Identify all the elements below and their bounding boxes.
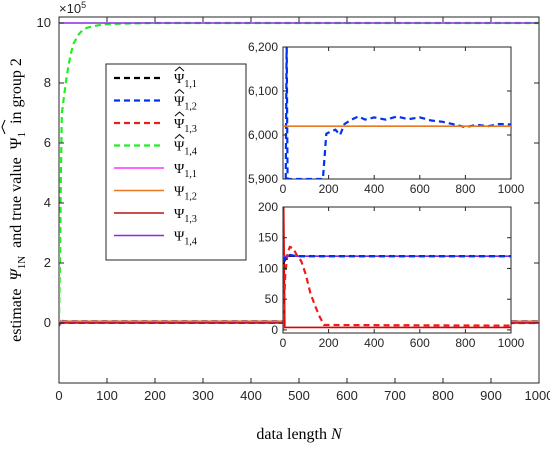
inset-bottom-axes: 0 200 400 600 800 1000 0 50 100 150 200 [258,200,525,350]
inset-bottom-x-tick-label: 1000 [498,336,525,350]
main-y-tick-label: 0 [44,315,51,330]
legend-entry-5: Ψ1,2 [174,185,197,203]
legend-hat-icon [174,66,185,72]
legend-entry-1: Ψ1,2 [174,95,197,113]
legend-entry-6: Ψ1,3 [174,207,197,225]
y-axis-label-hat-icon [1,119,6,135]
inset-bottom-x-tick-label: 800 [455,336,475,350]
inset-bottom-y-tick-label: 150 [258,231,278,245]
inset-bottom-x-tick-label: 200 [319,336,339,350]
inset-top-axes: 0 200 400 600 800 1000 5,900 6,000 6,100 6,200 [248,40,525,196]
main-x-tick-label: 400 [240,388,262,403]
inset-bottom-y-tick-label: 100 [258,261,278,275]
main-y-tick-label: 4 [44,195,51,210]
x-axis-label: data length N [256,426,343,443]
main-x-tick-label: 500 [288,388,310,403]
legend-box [105,63,247,261]
inset-top-series-group [283,47,511,179]
inset-top-y-tick-label: 5,900 [248,172,278,186]
inset-top-series-line-0 [284,47,511,179]
main-x-tick-label: 800 [432,388,454,403]
inset-bottom-y-tick-label: 200 [258,200,278,214]
main-x-tick-label: 900 [480,388,502,403]
main-x-tick-label: 300 [192,388,214,403]
legend-hat-icon [174,111,185,117]
inset-top-y-tick-label: 6,100 [248,84,278,98]
legend-hat-icon [174,133,185,139]
inset-bottom-y-tick-label: 50 [265,292,279,306]
inset-top-y-tick-label: 6,000 [248,128,278,142]
y-axis-label: estimate Ψ1N and true value Ψ1 in group … [8,58,29,342]
main-x-tick-label: 200 [144,388,166,403]
inset-top-x-tick-label: 200 [319,182,339,196]
inset-top-frame [282,46,512,180]
inset-top-x-tick-label: 400 [364,182,384,196]
y-multiplier-label: ×105 [59,0,86,16]
main-y-tick-label: 8 [44,75,51,90]
main-x-tick-label: 600 [336,388,358,403]
inset-top-x-tick-label: 600 [410,182,430,196]
main-y-tick-label: 6 [44,135,51,150]
inset-bottom-x-tick-label: 600 [410,336,430,350]
inset-top-x-tick-label: 1000 [498,182,525,196]
legend-entry-2: Ψ1,3 [174,117,197,135]
main-series-line-3 [59,21,539,324]
svg-text:estimate Ψ1N and t: estimate Ψ1N and true value Ψ1 in group … [8,58,29,342]
inset-bottom-series-line-4 [283,253,511,263]
legend-entry-3: Ψ1,4 [174,140,197,158]
main-x-tick-label: 1000 [525,388,550,403]
legend: Ψ1,1 Ψ1,2 Ψ1,3 Ψ1,4 Ψ1,1 Ψ1,2 Ψ1,3 Ψ1,4 [105,63,247,261]
inset-top-y-tick-label: 6,200 [248,40,278,54]
legend-hat-icon [174,88,185,94]
main-x-tick-label: 100 [96,388,118,403]
main-x-tick-label: 700 [384,388,406,403]
main-x-tick-label: 0 [55,388,62,403]
main-y-tick-label: 2 [44,255,51,270]
inset-bottom-x-tick-label: 400 [364,336,384,350]
legend-entry-4: Ψ1,1 [174,162,197,180]
inset-top-x-tick-label: 0 [280,182,287,196]
inset-bottom-y-tick-label: 0 [271,323,278,337]
inset-bottom-frame [282,206,512,334]
inset-bottom-x-tick-label: 0 [280,336,287,350]
main-y-tick-label: 10 [37,15,51,30]
legend-entry-0: Ψ1,1 [174,72,197,90]
inset-top-x-tick-label: 800 [455,182,475,196]
legend-entry-7: Ψ1,4 [174,230,197,248]
